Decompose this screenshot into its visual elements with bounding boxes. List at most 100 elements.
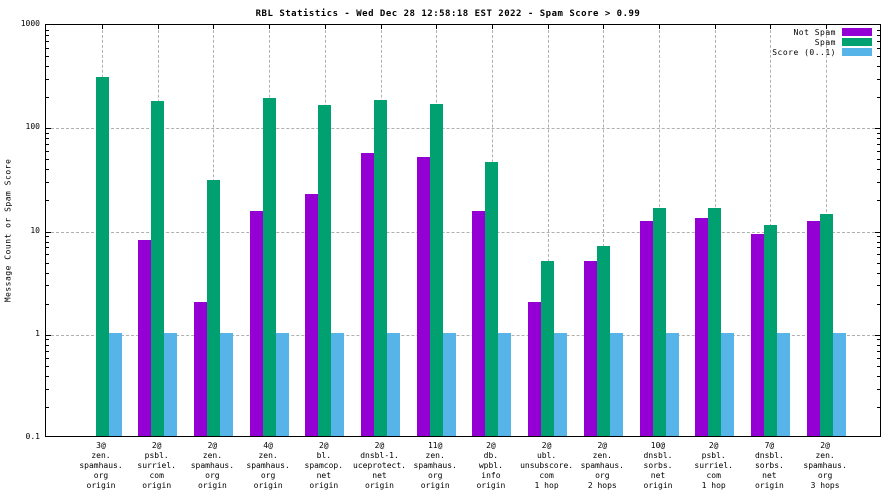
y-minor-tick [46, 303, 49, 305]
y-minor-tick [46, 40, 49, 42]
bar-spam [764, 225, 777, 436]
y-minor-tick [877, 29, 880, 31]
bar-spam [708, 208, 721, 436]
y-tick-label: 10 [30, 225, 40, 235]
bar-score [109, 332, 122, 436]
y-minor-tick [46, 344, 49, 346]
bar-score [666, 332, 679, 436]
x-tick-label: 4@ zen. spamhaus. org origin [246, 441, 290, 490]
bar-score [276, 332, 289, 436]
y-minor-tick [46, 159, 49, 161]
bar-score [833, 332, 846, 436]
y-minor-tick [877, 97, 880, 99]
y-minor-tick [877, 132, 880, 134]
y-minor-tick [877, 339, 880, 341]
y-minor-tick [877, 344, 880, 346]
y-tick-label: 100 [25, 122, 40, 132]
bar-score [777, 332, 790, 436]
chart-title: RBL Statistics - Wed Dec 28 12:58:18 EST… [255, 9, 641, 19]
bar-score [498, 332, 511, 436]
gridline-vertical [603, 25, 605, 436]
bar-spam [820, 214, 833, 436]
y-minor-tick [877, 254, 880, 256]
y-minor-tick [877, 247, 880, 249]
y-minor-tick [46, 144, 49, 146]
y-minor-tick [46, 339, 49, 341]
x-tick [102, 25, 103, 29]
bar-score [387, 332, 400, 436]
bar-score [443, 332, 456, 436]
legend-swatch [842, 48, 872, 56]
legend-item: Score (0..1) [772, 47, 872, 57]
y-minor-tick [46, 151, 49, 153]
y-minor-tick [877, 56, 880, 58]
x-tick-label: 2@ bl. spamcop. net origin [304, 441, 344, 490]
y-minor-tick [46, 29, 49, 31]
y-major-tick [875, 231, 880, 233]
x-tick-label: 2@ zen. spamhaus. org 2 hops [580, 441, 624, 490]
bar-spam [318, 105, 331, 436]
bar-score [220, 332, 233, 436]
x-tick [436, 25, 438, 29]
bar-spam [653, 208, 666, 436]
y-major-tick [46, 231, 51, 233]
y-minor-tick [46, 78, 49, 80]
bar-not-spam [305, 194, 318, 436]
y-minor-tick [877, 47, 880, 49]
y-minor-tick [877, 151, 880, 153]
y-minor-tick [877, 144, 880, 146]
y-minor-tick [46, 132, 49, 134]
y-minor-tick [46, 350, 49, 352]
y-minor-tick [877, 350, 880, 352]
gridline-horizontal [46, 231, 880, 233]
y-minor-tick [46, 254, 49, 256]
x-tick [659, 25, 660, 29]
y-tick-label: 0.1 [25, 432, 40, 441]
bar-not-spam [695, 217, 708, 436]
x-tick-label: 7@ dnsbl. sorbs. net origin [754, 441, 784, 490]
y-minor-tick [46, 241, 49, 243]
bar-not-spam [138, 239, 151, 436]
y-major-tick [875, 128, 880, 130]
x-tick-label: 2@ psbl. surriel. com 1 hop [694, 441, 733, 490]
y-minor-tick [46, 200, 49, 202]
bar-spam [374, 99, 387, 436]
bar-not-spam [417, 157, 430, 436]
y-major-tick [46, 334, 51, 336]
gridline-horizontal [46, 334, 880, 336]
x-tick [157, 25, 159, 29]
x-tick-label: 10@ dnsbl. sorbs. net origin [643, 441, 673, 490]
y-minor-tick [877, 35, 880, 36]
bar-not-spam [807, 221, 820, 436]
y-minor-tick [46, 97, 49, 99]
x-tick [770, 25, 772, 29]
bar-not-spam [584, 260, 597, 436]
gridline-vertical [547, 25, 549, 436]
y-minor-tick [877, 241, 880, 243]
x-tick-label: 2@ zen. spamhaus. org 3 hops [803, 441, 847, 490]
bar-spam [263, 97, 276, 436]
bar-score [554, 332, 567, 436]
bar-spam [430, 103, 443, 436]
bar-score [331, 332, 344, 436]
y-minor-tick [46, 357, 49, 359]
gridline-horizontal [46, 128, 880, 130]
y-minor-tick [46, 272, 49, 274]
y-tick-label: 1 [35, 328, 40, 338]
y-minor-tick [46, 365, 49, 367]
y-minor-tick [877, 303, 880, 305]
y-minor-tick [46, 406, 49, 408]
bar-not-spam [194, 301, 207, 436]
y-minor-tick [46, 47, 49, 49]
y-minor-tick [877, 138, 880, 140]
x-tick-label: 3@ zen. spamhaus. org origin [79, 441, 123, 490]
bar-not-spam [250, 211, 263, 436]
y-minor-tick [877, 200, 880, 202]
legend-label: Score (0..1) [772, 47, 836, 57]
x-tick-label: 2@ psbl. surriel. com origin [137, 441, 176, 490]
bar-spam [541, 260, 554, 436]
y-minor-tick [877, 406, 880, 408]
x-tick [213, 25, 215, 29]
y-minor-tick [877, 159, 880, 161]
x-tick [714, 25, 716, 29]
